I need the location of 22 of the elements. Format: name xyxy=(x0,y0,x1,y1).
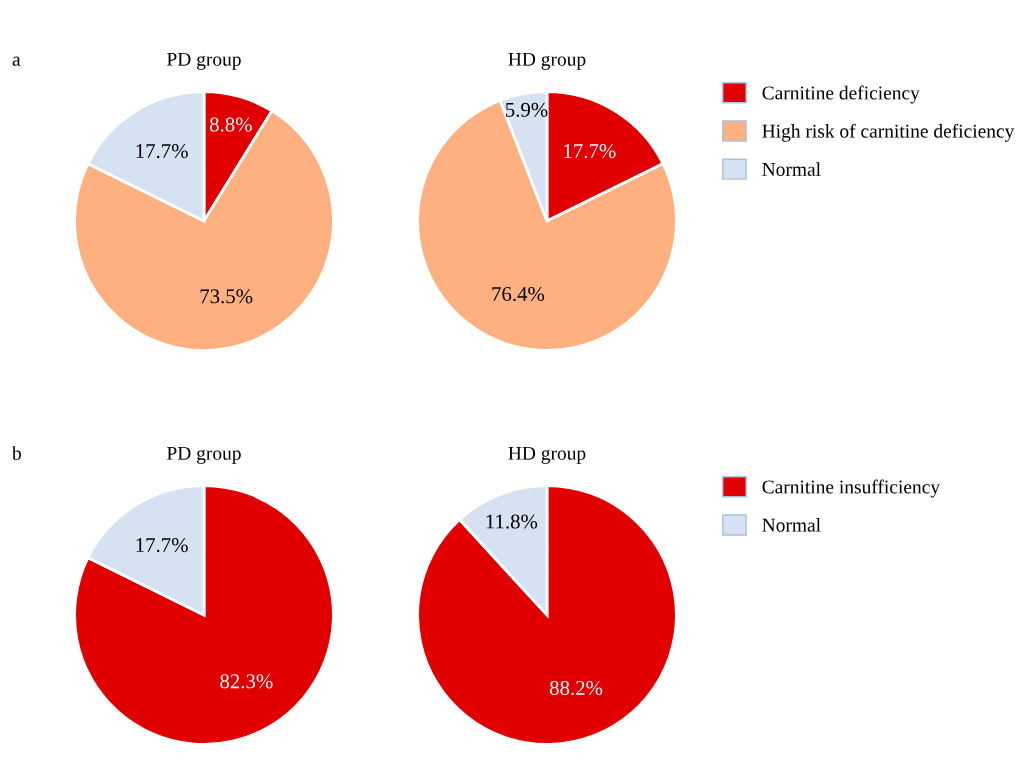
data-label: 17.7% xyxy=(564,144,616,159)
text: b xyxy=(12,446,21,460)
data-label: 5.9% xyxy=(506,102,548,117)
chart-title: PD group xyxy=(167,446,241,464)
chart-title: HD group xyxy=(508,446,586,464)
data-label: 73.5% xyxy=(200,289,253,304)
data-label: 82.3% xyxy=(220,674,273,689)
data-label: 88.2% xyxy=(549,680,603,696)
data-label: 17.7% xyxy=(136,538,188,553)
pie-slice xyxy=(73,484,335,746)
legend-label: High risk of carnitine deficiency xyxy=(762,123,1015,142)
legend-label: Carnitine insufficiency xyxy=(762,479,940,498)
legend-label: Carnitine deficiency xyxy=(762,85,920,104)
data-label: 8.8% xyxy=(209,117,252,132)
chart-title: HD group xyxy=(508,52,586,70)
text: a xyxy=(12,56,21,66)
chart-title: PD group xyxy=(167,52,241,70)
data-label: 11.8% xyxy=(486,514,538,529)
legend-label: Normal xyxy=(762,518,821,532)
data-label: 17.7% xyxy=(136,144,188,159)
legend-label: Normal xyxy=(762,162,821,176)
data-label: 76.4% xyxy=(492,286,545,302)
